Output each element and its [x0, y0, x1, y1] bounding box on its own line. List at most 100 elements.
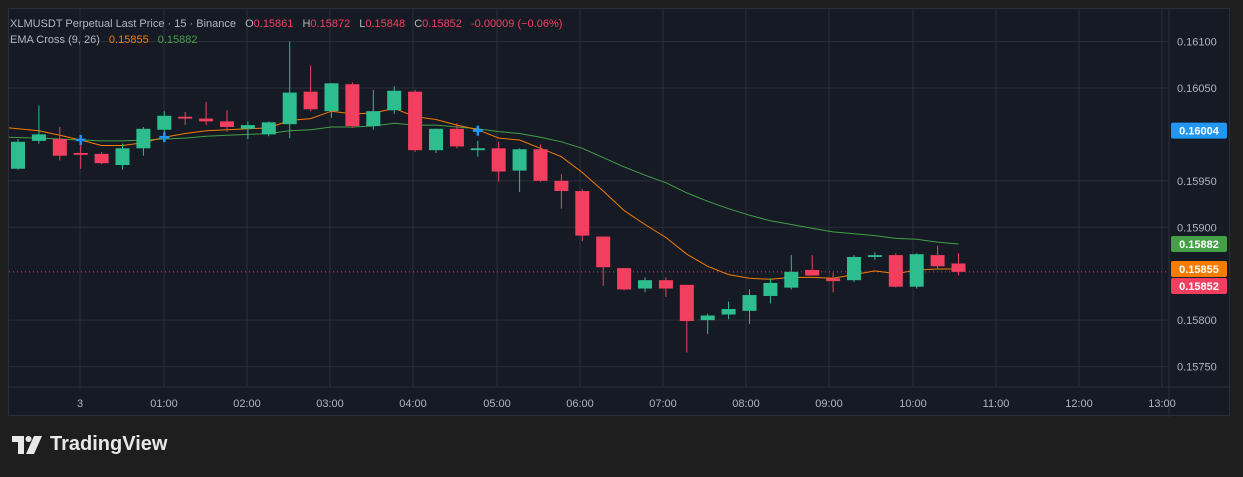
candle-body — [73, 152, 88, 155]
candle — [533, 144, 548, 182]
candle — [345, 82, 360, 128]
candle-body — [240, 125, 255, 129]
price-badge-bg — [1171, 261, 1227, 278]
time-tick-label: 10:00 — [899, 398, 927, 410]
candle — [52, 126, 67, 161]
candle — [888, 253, 903, 288]
candle-body — [951, 263, 966, 272]
candle — [847, 255, 861, 283]
price-tick-label: 0.15900 — [1177, 222, 1217, 234]
cross-markers — [75, 125, 483, 145]
candle-body — [408, 91, 423, 151]
candle-body — [867, 255, 882, 257]
candle-body — [31, 134, 46, 141]
price-badge-bg — [1171, 235, 1227, 252]
candle-body — [658, 280, 673, 289]
candle — [366, 89, 381, 130]
candle-body — [261, 122, 276, 135]
ema-slow-line — [9, 122, 959, 245]
candle-body — [52, 139, 67, 156]
time-tick-label: 04:00 — [399, 398, 427, 410]
ema-cross-marker — [472, 125, 483, 136]
candle-body — [930, 255, 945, 267]
candle — [199, 101, 214, 126]
candle — [11, 139, 25, 170]
candle — [449, 123, 464, 149]
candle-body — [512, 149, 527, 171]
candle-body — [178, 116, 193, 119]
price-badge-label: 0.15882 — [1179, 239, 1219, 251]
time-tick-label: 05:00 — [483, 398, 511, 410]
price-badge: 0.15852 — [1171, 278, 1227, 295]
candle — [470, 140, 485, 157]
candle-body — [888, 255, 903, 287]
candle-body — [679, 284, 694, 322]
price-badge-bg — [1171, 122, 1227, 139]
tradingview-logo[interactable]: TradingView — [12, 433, 167, 456]
candle — [909, 253, 924, 289]
candle-body — [763, 282, 778, 296]
time-tick-label: 09:00 — [815, 398, 843, 410]
candle-body — [429, 128, 443, 151]
price-badge-label: 0.16004 — [1179, 126, 1220, 138]
candle-body — [282, 92, 297, 125]
time-tick-label: 3 — [77, 398, 83, 410]
candle — [867, 252, 882, 260]
ema-fast-line — [9, 107, 959, 280]
candle-body — [136, 128, 151, 149]
time-tick-label: 11:00 — [983, 398, 1010, 410]
candle — [31, 105, 46, 144]
candle — [554, 174, 569, 209]
candle — [491, 141, 506, 182]
price-tick-label: 0.15750 — [1177, 362, 1217, 374]
candle — [638, 277, 652, 293]
candle — [721, 301, 736, 320]
candle — [303, 65, 318, 112]
candle — [408, 89, 423, 153]
candle — [429, 128, 443, 153]
candle-body — [742, 295, 757, 311]
candle — [157, 111, 172, 135]
candle — [115, 143, 130, 170]
candle — [784, 255, 799, 290]
candle — [575, 189, 590, 242]
time-tick-label: 03:00 — [316, 398, 344, 410]
candle-body — [366, 111, 381, 127]
chart-frame[interactable]: 0.16100 0.16050 0.15950 0.15900 0.15800 0.157… — [8, 8, 1231, 417]
candle — [742, 289, 757, 324]
candle — [805, 255, 820, 276]
candle — [94, 152, 109, 165]
price-tick-label: 0.16050 — [1177, 83, 1217, 95]
candle — [240, 121, 255, 140]
candle-body — [909, 254, 924, 287]
candle-body — [847, 256, 861, 281]
price-badge: 0.15855 — [1171, 261, 1227, 278]
brand-name: TradingView — [50, 433, 168, 455]
candle — [324, 83, 339, 118]
candle-body — [387, 90, 402, 111]
candle-body — [554, 180, 569, 192]
price-chart[interactable]: 0.16100 0.16050 0.15950 0.15900 0.15800 0.157… — [9, 9, 1231, 417]
tradingview-logo-icon — [12, 435, 42, 454]
price-badge: 0.15882 — [1171, 235, 1227, 252]
price-tick-label: 0.15950 — [1177, 176, 1217, 188]
candle — [826, 272, 841, 293]
time-tick-label: 02:00 — [233, 398, 261, 410]
candle — [387, 86, 402, 114]
candle-body — [470, 148, 485, 151]
price-badge: 0.16004 — [1171, 122, 1227, 139]
time-tick-label: 12:00 — [1065, 398, 1093, 410]
candle — [596, 236, 611, 286]
candle-body — [596, 236, 611, 268]
candle-body — [11, 141, 25, 169]
price-badge-label: 0.15855 — [1179, 264, 1219, 276]
candle — [178, 112, 193, 126]
candle-body — [826, 278, 841, 282]
grid — [9, 9, 1231, 417]
candle-body — [345, 84, 360, 127]
candle-body — [638, 280, 652, 289]
candle-body — [700, 315, 715, 321]
candle — [658, 277, 673, 297]
candle — [261, 121, 276, 137]
candle-body — [199, 118, 214, 122]
